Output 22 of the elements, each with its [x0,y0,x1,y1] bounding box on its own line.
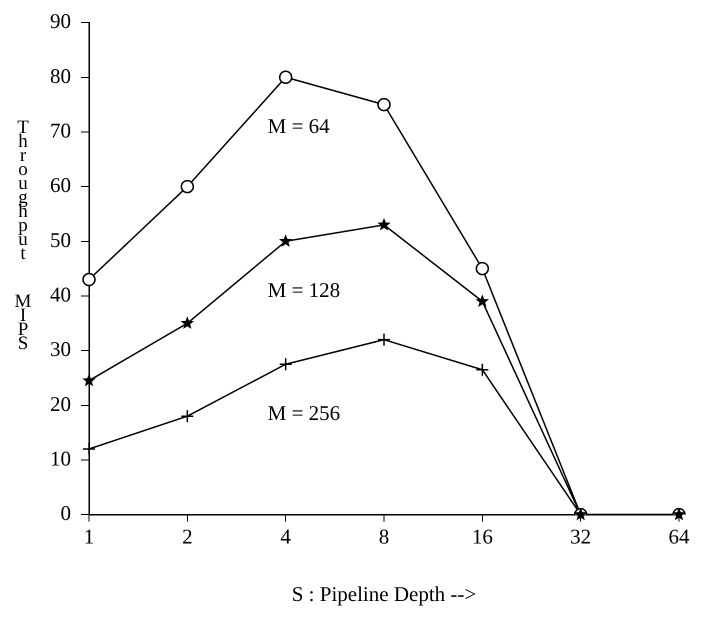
x-tick-label: 2 [182,524,193,549]
y-tick-label: 20 [50,392,71,416]
y-tick-label: 60 [50,173,71,198]
y-tick-label: 80 [50,64,71,88]
x-tick-label: 1 [84,524,94,549]
x-tick-label: 8 [378,524,390,549]
series-label: M = 64 [268,114,330,138]
y-tick-label: 30 [50,337,71,362]
y-tick-label: 40 [50,282,71,306]
x-axis-title: S : Pipeline Depth --> [292,582,476,606]
y-tick-label: 90 [50,9,71,34]
x-tick-label: 32 [570,524,592,549]
x-tick-label: 64 [668,524,690,549]
x-tick-label: 16 [472,524,493,549]
y-tick-label: 10 [50,446,71,470]
series-label: M = 256 [268,400,340,425]
y-tick-label: 50 [50,228,71,252]
y-tick-label: 0 [60,501,71,526]
text: Throughput MIPS [14,116,32,354]
x-tick-label: 4 [280,524,292,549]
y-tick-label: 70 [50,118,71,142]
series-label: M = 128 [268,278,340,302]
